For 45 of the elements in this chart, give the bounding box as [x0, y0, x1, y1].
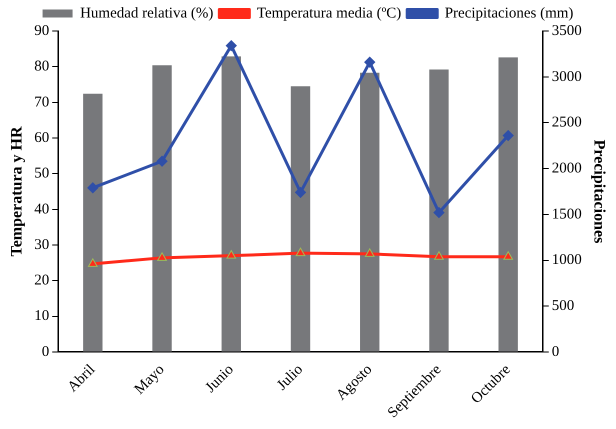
point: [88, 258, 98, 267]
bar: [360, 72, 380, 352]
legend-label: Temperatura media (ºC): [256, 5, 402, 22]
legend-label: Humedad relativa (%): [80, 5, 214, 22]
bar: [498, 57, 518, 352]
y-tick-label: 10: [34, 308, 50, 324]
y-tick-label: 80: [34, 58, 50, 75]
y-tick-label: 30: [34, 236, 50, 253]
bar: [290, 86, 310, 352]
x-tick-label: Julio: [274, 362, 306, 394]
y2-tick-label: 1000: [552, 252, 582, 268]
point: [156, 156, 168, 167]
point: [296, 248, 306, 256]
y-tick-label: 70: [34, 94, 50, 110]
point: [87, 182, 98, 194]
point: [226, 40, 237, 52]
bar: [222, 56, 241, 352]
point: [157, 252, 167, 261]
bar: [152, 65, 172, 352]
point: [434, 251, 444, 260]
point: [364, 56, 376, 68]
point: [364, 248, 375, 257]
y-tick-label: 40: [34, 201, 50, 218]
y2-axis-title: Precipitaciones: [590, 140, 608, 244]
point: [295, 186, 306, 198]
y2-tick-label: 2500: [552, 114, 582, 131]
y2-tick-label: 3000: [552, 68, 582, 85]
point: [226, 250, 236, 259]
y2-tick-label: 500: [552, 298, 574, 314]
y2-tick-label: 2000: [552, 160, 582, 176]
y-axis-title: Temperatura y HR: [8, 126, 26, 257]
y-tick-label: 50: [34, 166, 50, 182]
bar: [429, 70, 449, 352]
y2-tick-label: 3500: [552, 22, 582, 39]
point: [433, 207, 444, 218]
y2-tick-label: 0: [552, 344, 560, 360]
y-tick-label: 60: [34, 130, 50, 146]
point: [502, 130, 514, 142]
legend-label: Precipitaciones (mm): [444, 5, 574, 22]
y-tick-label: 20: [34, 272, 50, 289]
y-tick-label: 0: [42, 344, 50, 360]
bar: [83, 94, 103, 352]
point: [503, 251, 514, 260]
y2-tick-label: 1500: [552, 206, 582, 222]
y-tick-label: 90: [34, 22, 50, 39]
